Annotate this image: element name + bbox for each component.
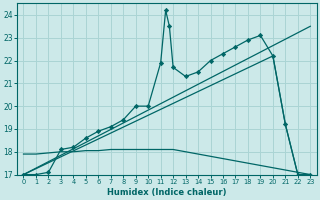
X-axis label: Humidex (Indice chaleur): Humidex (Indice chaleur): [107, 188, 227, 197]
